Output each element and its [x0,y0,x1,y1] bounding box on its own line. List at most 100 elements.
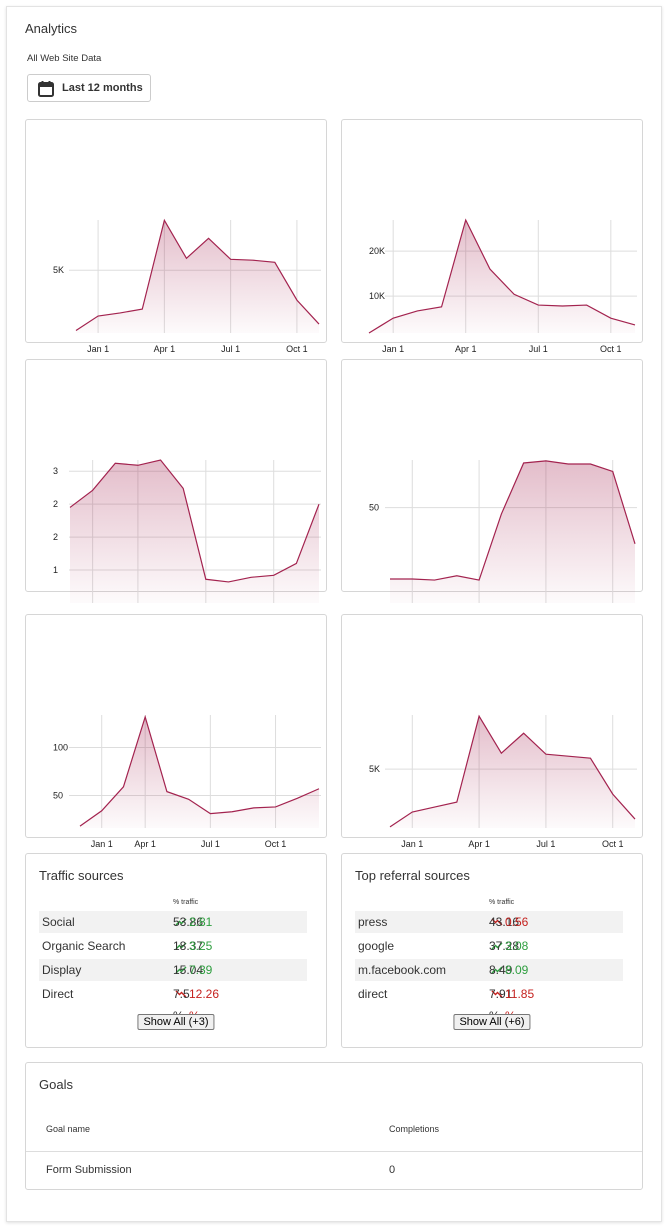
x-tick-label: Jul 1 [201,839,220,849]
frame [6,6,662,1222]
source-name: Social [42,915,75,929]
line [368,218,636,334]
area [76,220,319,333]
line [75,218,320,331]
x-tick-label: Jan 1 [382,344,404,354]
column-header: % traffic [173,899,199,906]
x-tick-label: Apr 1 [154,344,176,354]
trend-icon [491,966,503,974]
line [389,714,636,828]
traffic: 37.28 %3.08 % [489,935,528,975]
y-tick-label: 5K [53,265,64,275]
area [390,460,635,603]
line [390,460,636,581]
calendar-icon [38,81,54,97]
trend-line [491,918,503,926]
trend-line [175,942,187,950]
y-tick-label: 50 [53,790,63,800]
traffic: 8.49 %8.09 % [489,959,528,999]
trend-line [175,990,187,998]
traffic: 7.91 %11.85 % [489,983,534,1023]
goal-name: Form Submission [46,1164,132,1176]
card-title: Goals [39,1077,73,1092]
show-all-button[interactable]: Show All (+6) [453,1014,531,1030]
source-name: Display [42,963,82,977]
y-tick-label: 3 [53,466,58,476]
trend-line [491,942,503,950]
date-button[interactable]: Last 12 months [27,74,151,102]
table-row: google 37.28 %3.08 % [355,935,623,975]
y-tick-label: 20K [369,246,385,256]
traffic: 18.37 %3.25 % [173,935,212,975]
trend-line [491,966,503,974]
table-card: Traffic sources % traffic Social 53.86 %2.8… [25,853,327,1048]
source-name: Organic Search [42,939,126,953]
date-label: Last 12 months [62,82,143,94]
table-row: direct 7.91 %11.85 % [355,983,623,1023]
trend-icon [175,990,187,998]
area [70,460,319,603]
area [390,716,635,828]
goal-completions: 0 [389,1164,396,1176]
subtitle: All Web Site Data [27,53,102,64]
table-card: Top referral sources % traffic press 43.16 … [341,853,643,1048]
x-tick-label: Jul 1 [221,344,240,354]
table-row: m.facebook.com 8.49 %8.09 % [355,959,623,999]
x-tick-label: Jan 1 [401,839,423,849]
card-title: Traffic sources [39,868,124,883]
source-name: m.facebook.com [358,963,447,977]
trend-line [491,990,503,998]
source-name: press [358,915,388,929]
source-name: google [358,939,395,953]
source-name: Direct [42,987,74,1001]
x-tick-label: Jan 1 [87,344,109,354]
column-header: % traffic [489,899,515,906]
line [69,459,320,583]
y-tick-label: 10K [369,291,385,301]
chart: Jan 1 Apr 1 Jul 1 Oct 1 10K 20K [368,218,637,354]
table-row: Organic Search 18.37 %3.25 % [39,935,307,975]
trend-line [175,918,187,926]
trend-icon [491,942,503,950]
table-row: press 43.16 %0.56 % [355,911,623,951]
trend-icon [175,918,187,926]
x-tick-label: Oct 1 [265,839,287,849]
y-tick-label: 100 [53,743,68,753]
table-row: Direct 7.5 %12.26 % [39,983,307,1023]
y-tick-label: 1 [53,565,58,575]
goals-header: Goal name [46,1124,91,1134]
goals-header: Completions [389,1124,440,1134]
chart: Jan 1 Apr 1 Jul 1 Oct 1 5K [369,714,637,849]
x-tick-label: Apr 1 [468,839,490,849]
source-name: direct [358,987,388,1001]
trend-icon [175,966,187,974]
trend-line [175,966,187,974]
show-all-button[interactable]: Show All (+3) [137,1014,215,1030]
goals-card: Goals Goal name Completions Form Submission… [25,1062,643,1190]
traffic: 15.04 %7.39 % [173,959,212,999]
y-tick-label: 2 [53,499,58,509]
divider [26,1151,642,1152]
trend-icon [491,990,503,998]
y-tick-label: 50 [369,503,379,513]
x-tick-label: Jul 1 [536,839,555,849]
trend-icon [491,918,503,926]
x-tick-label: Oct 1 [602,839,624,849]
traffic: 43.16 %0.56 % [489,911,528,951]
chart: Jan 1 Apr 1 Jul 1 Oct 1 5K [53,218,321,354]
page-title: Analytics [25,21,78,36]
traffic: 7.5 %12.26 % [173,983,219,1023]
trend-icon [175,942,187,950]
x-tick-label: Oct 1 [286,344,308,354]
area [80,716,319,828]
x-tick-label: Apr 1 [134,839,156,849]
